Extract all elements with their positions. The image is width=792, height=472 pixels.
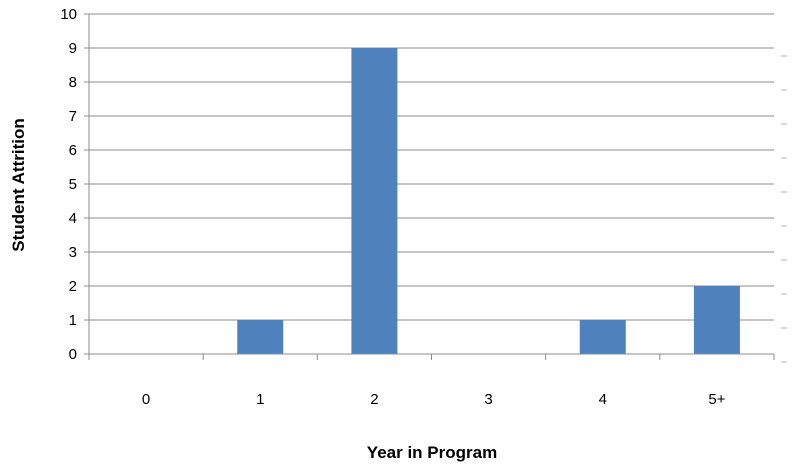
x-tick-label: 5+ [708,391,725,408]
x-tick-label: 2 [370,391,378,408]
x-tick-labels: 0 1 2 3 4 5+ [142,391,726,408]
bars [237,48,740,354]
y-tick-label: 1 [69,312,77,329]
x-tick-label: 0 [142,391,150,408]
y-tick-label: 2 [69,278,77,295]
y-tick-label: 4 [69,210,77,227]
bar [579,320,626,354]
y-tick-label: 3 [69,244,77,261]
bar [693,286,740,354]
y-tick-label: 9 [69,40,77,57]
bar [237,320,284,354]
y-tick-label: 7 [69,108,77,125]
x-axis-title: Year in Program [367,443,497,462]
y-tick-label: 8 [69,74,77,91]
y-axis-title: Student Attrition [9,118,28,251]
x-tick-label: 3 [484,391,492,408]
y-tick-label: 0 [69,346,77,363]
y-tick-labels: 0 1 2 3 4 5 6 7 8 9 10 [60,6,77,363]
gridlines [89,13,787,363]
y-tick-label: 6 [69,142,77,159]
axes [84,13,775,360]
y-tick-label: 5 [69,176,77,193]
y-tick-label: 10 [60,6,77,23]
x-tick-label: 4 [599,391,607,408]
bar [351,48,398,354]
x-tick-label: 1 [256,391,264,408]
